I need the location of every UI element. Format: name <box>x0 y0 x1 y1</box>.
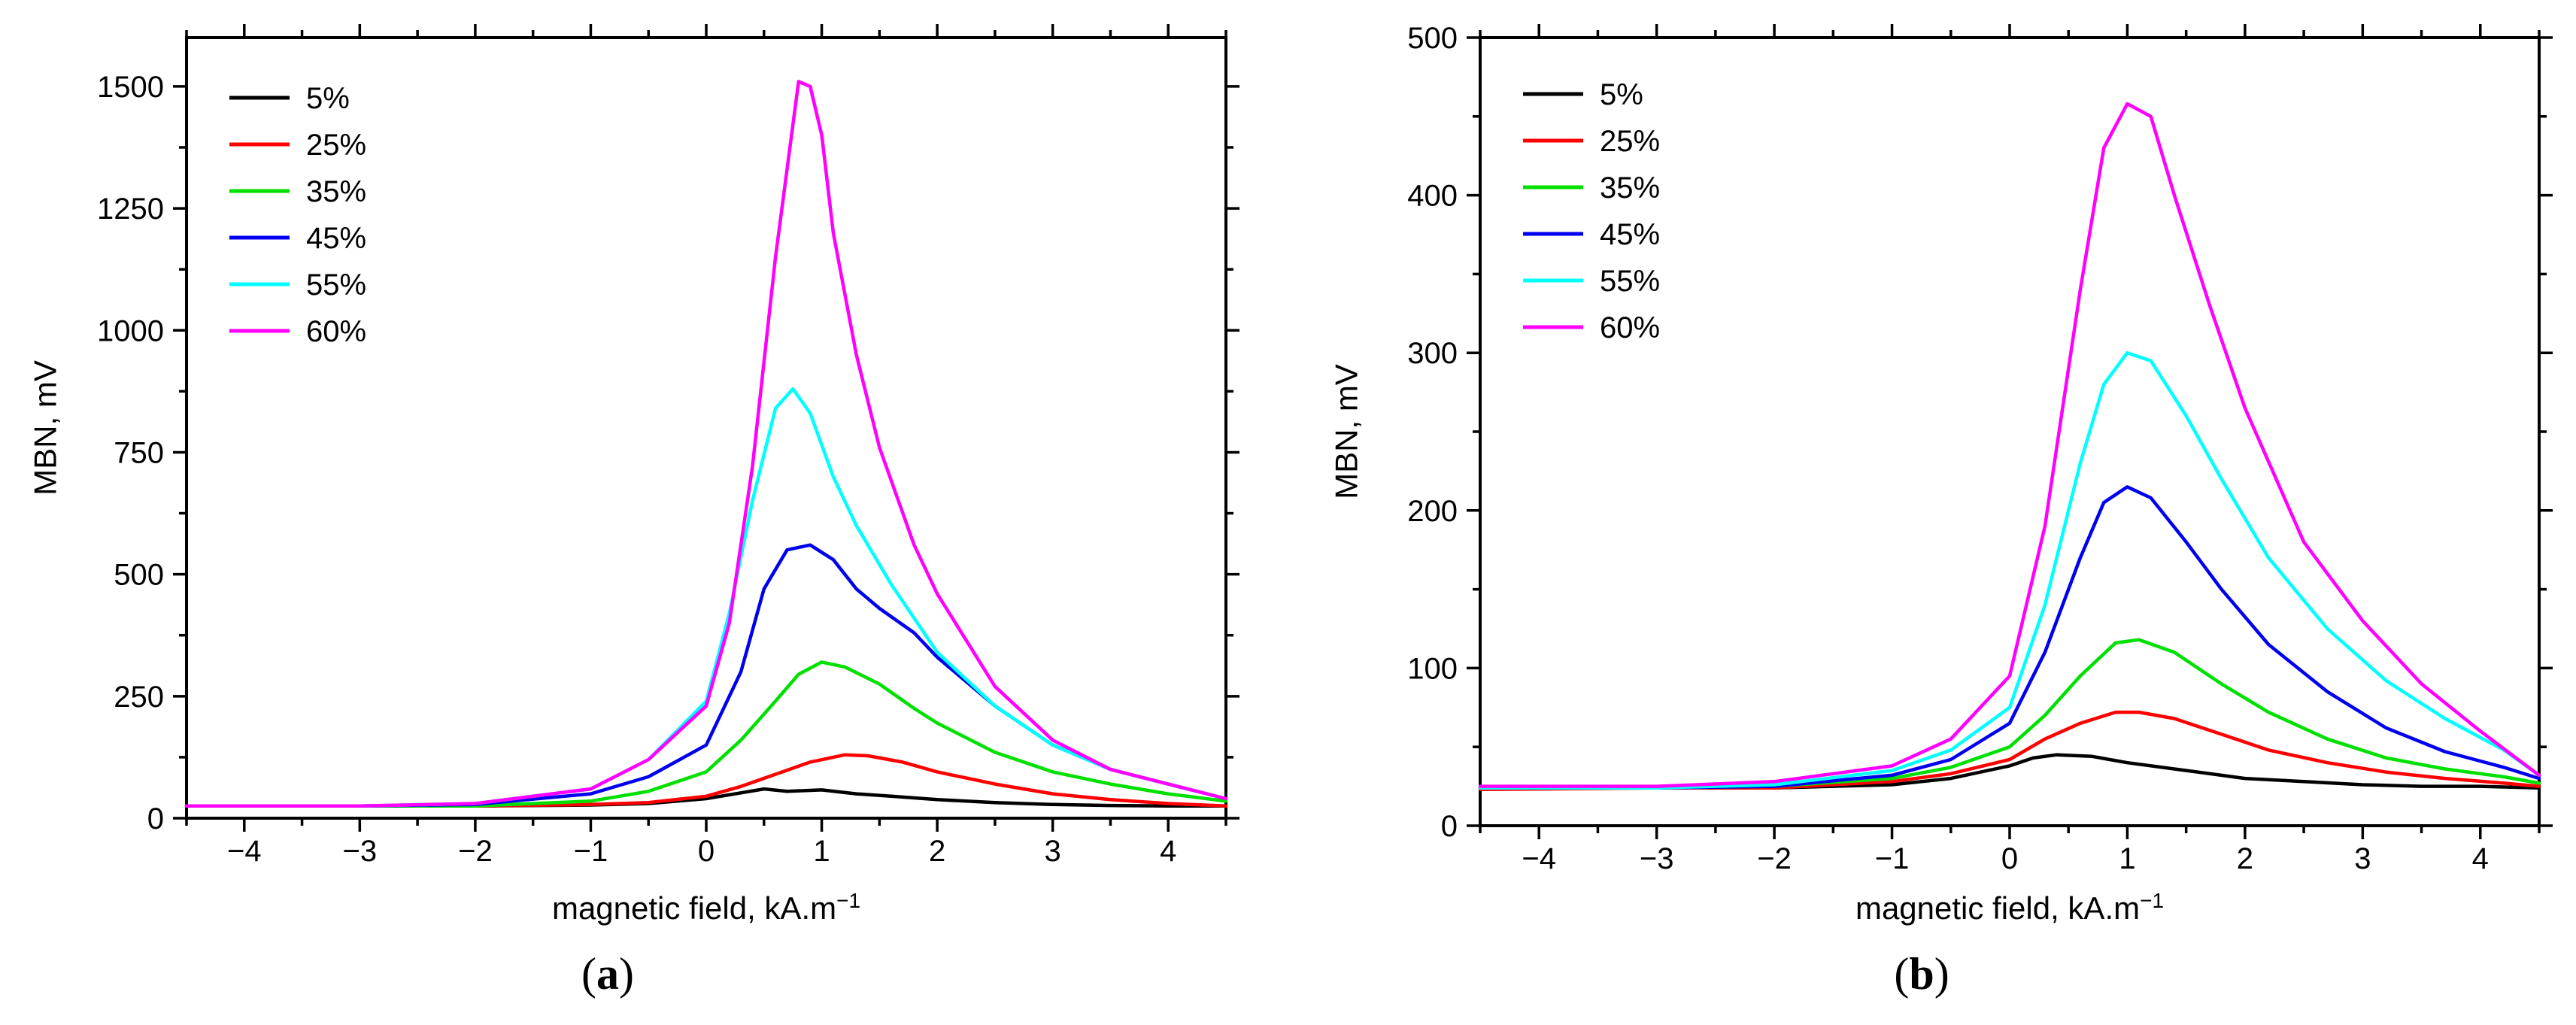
series-line-35pct <box>1478 638 2541 790</box>
panel-caption: (b) <box>1894 949 1949 999</box>
y-tick-label: 1000 <box>97 314 164 347</box>
x-tick-label: −3 <box>1640 842 1674 875</box>
panel-caption: (a) <box>581 949 634 999</box>
legend-label: 45% <box>306 222 366 255</box>
chart-panel-a: −4 −3 −2 −1 0 1 2 3 4 0 250 500 750 1000 1250 1500 MBN, … <box>28 24 1239 999</box>
x-tick-label: −4 <box>227 835 262 868</box>
series-line-5pct <box>1478 753 2541 790</box>
legend-label: 5% <box>1600 78 1643 111</box>
legend-label: 35% <box>306 175 366 208</box>
y-tick-label: 1250 <box>97 193 164 226</box>
x-axis-label: magnetic field, kA.m−1 <box>1855 889 2164 926</box>
x-tick-label: 1 <box>813 835 830 868</box>
y-tick-label: 0 <box>147 802 164 835</box>
y-tick-label: 200 <box>1407 495 1458 528</box>
legend-label: 55% <box>1600 265 1660 298</box>
y-axis-label: MBN, mV <box>28 360 63 496</box>
x-tick-label: −2 <box>458 835 493 868</box>
x-tick-label: 2 <box>929 835 945 868</box>
x-tick-label: 2 <box>2237 842 2253 875</box>
x-tick-label: −1 <box>574 835 608 868</box>
legend-label: 35% <box>1600 171 1660 205</box>
x-tick-label: 4 <box>2472 842 2489 875</box>
x-tick-label: −2 <box>1757 842 1792 875</box>
x-tick-label: −1 <box>1875 842 1910 875</box>
y-tick-label: 750 <box>114 436 164 469</box>
y-tick-label: 0 <box>1441 810 1458 843</box>
x-tick-label: 0 <box>698 835 715 868</box>
y-tick-label: 250 <box>114 681 164 714</box>
series-line-55pct <box>1478 350 2541 790</box>
chart-panel-b: −4 −3 −2 −1 0 1 2 3 4 0 100 200 300 400 500 MBN, mV magn… <box>1329 22 2553 999</box>
legend-label: 45% <box>1600 218 1660 251</box>
legend-label: 5% <box>306 82 350 115</box>
x-tick-label: 0 <box>2001 842 2018 875</box>
x-tick-label: 3 <box>2354 842 2371 875</box>
series-line-60pct <box>184 80 1228 808</box>
legend-label: 60% <box>306 315 366 348</box>
legend-label: 25% <box>306 129 366 162</box>
y-tick-label: 500 <box>114 559 164 592</box>
legend-label: 55% <box>306 268 366 302</box>
y-tick-label: 1500 <box>97 71 164 104</box>
x-tick-label: −4 <box>1522 842 1556 875</box>
series-line-45pct <box>184 543 1228 808</box>
y-tick-label: 100 <box>1407 652 1458 685</box>
y-tick-label: 400 <box>1407 180 1458 213</box>
legend-label: 25% <box>1600 125 1660 158</box>
series-line-25pct <box>1478 710 2541 792</box>
x-tick-label: 1 <box>2119 842 2135 875</box>
y-axis-label: MBN, mV <box>1329 364 1364 499</box>
x-axis-label-exponent: −1 <box>2140 889 2164 912</box>
legend-label: 60% <box>1600 311 1660 344</box>
series-line-45pct <box>1478 485 2541 790</box>
x-tick-label: 4 <box>1160 835 1176 868</box>
series-line-60pct <box>1478 102 2541 788</box>
x-axis-label-exponent: −1 <box>836 889 860 912</box>
x-tick-label: 3 <box>1045 835 1061 868</box>
series-line-25pct <box>184 753 1228 808</box>
y-tick-label: 500 <box>1407 22 1458 55</box>
x-tick-label: −3 <box>343 835 378 868</box>
y-tick-label: 300 <box>1407 337 1458 370</box>
x-axis-label: magnetic field, kA.m−1 <box>552 889 860 926</box>
series-line-35pct <box>184 660 1228 808</box>
